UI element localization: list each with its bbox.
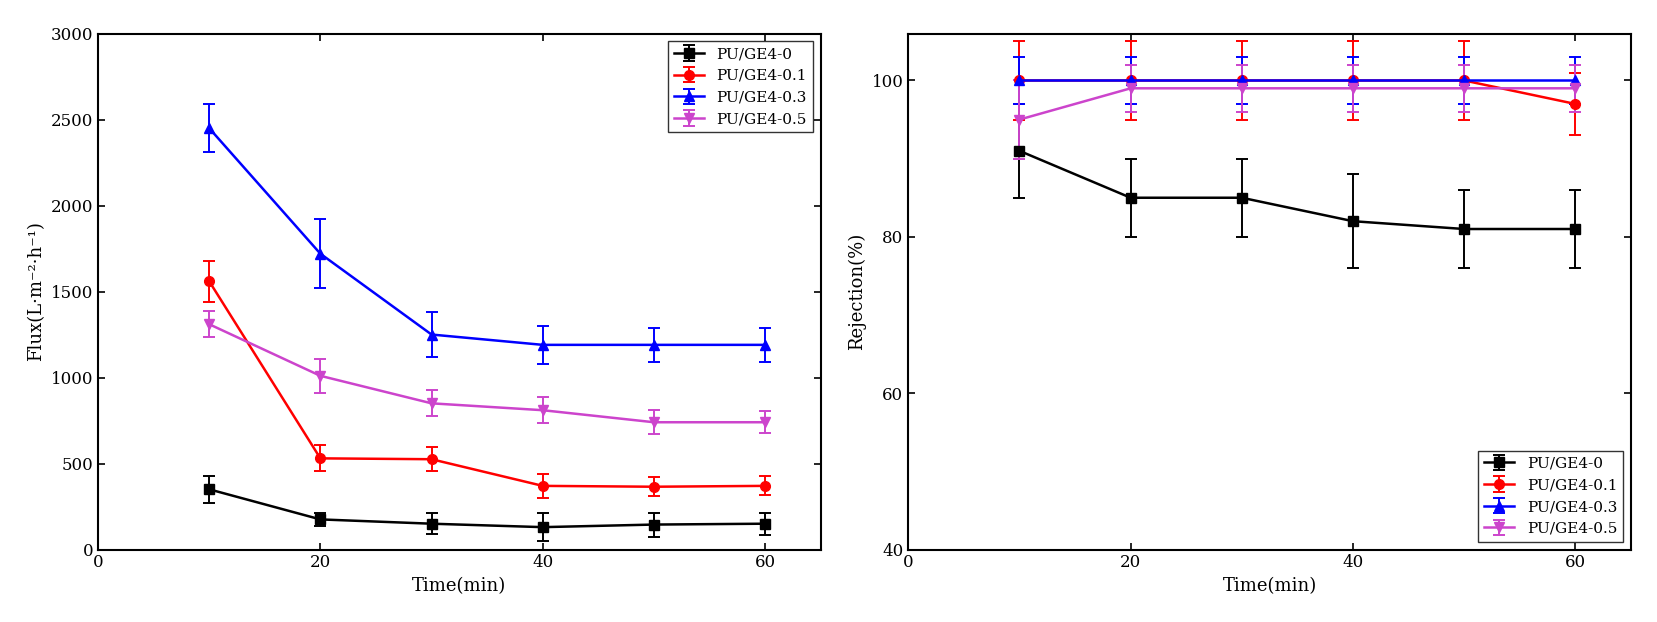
- Y-axis label: Rejection(%): Rejection(%): [847, 233, 865, 350]
- Y-axis label: Flux(L·m⁻²·h⁻¹): Flux(L·m⁻²·h⁻¹): [27, 221, 45, 361]
- X-axis label: Time(min): Time(min): [413, 577, 505, 595]
- X-axis label: Time(min): Time(min): [1221, 577, 1316, 595]
- Legend: PU/GE4-0, PU/GE4-0.1, PU/GE4-0.3, PU/GE4-0.5: PU/GE4-0, PU/GE4-0.1, PU/GE4-0.3, PU/GE4…: [1476, 451, 1622, 542]
- Legend: PU/GE4-0, PU/GE4-0.1, PU/GE4-0.3, PU/GE4-0.5: PU/GE4-0, PU/GE4-0.1, PU/GE4-0.3, PU/GE4…: [668, 41, 812, 132]
